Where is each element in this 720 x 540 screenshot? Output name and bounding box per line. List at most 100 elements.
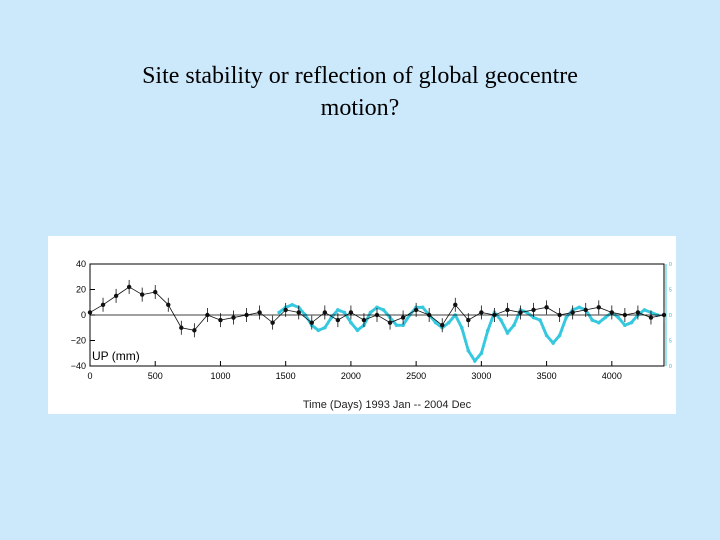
right-axis-tick-label: 0 xyxy=(669,313,672,319)
station-point xyxy=(335,317,341,323)
model-point xyxy=(459,325,464,330)
right-axis-tick-label: 0 xyxy=(669,262,672,268)
model-point xyxy=(603,315,608,320)
model-point xyxy=(505,331,510,335)
station-point xyxy=(596,305,601,310)
x-tick-label: 3000 xyxy=(471,371,491,381)
model-point xyxy=(349,320,353,325)
model-point xyxy=(323,325,327,330)
station-point xyxy=(309,320,314,325)
station-point xyxy=(100,302,106,307)
x-tick-label: 2500 xyxy=(406,371,426,381)
model-point xyxy=(479,351,484,356)
station-point xyxy=(453,302,458,307)
model-point xyxy=(577,305,582,310)
y-tick-label: 0 xyxy=(81,310,86,320)
model-point xyxy=(623,323,627,327)
station-point xyxy=(400,315,406,320)
model-point xyxy=(290,303,295,307)
station-point xyxy=(531,307,536,313)
station-point xyxy=(518,310,523,315)
model-point xyxy=(446,320,451,325)
slide-title-line-2: motion? xyxy=(320,95,400,121)
station-point xyxy=(270,320,275,325)
station-point xyxy=(609,310,615,315)
model-point xyxy=(616,315,621,320)
model-point xyxy=(544,333,549,338)
station-point xyxy=(126,284,132,290)
model-point xyxy=(420,305,425,310)
station-point xyxy=(505,307,510,313)
y-tick-label: −40 xyxy=(71,361,86,371)
station-point xyxy=(348,310,354,315)
slide-title-line-1: Site stability or reflection of global g… xyxy=(142,63,578,89)
right-axis-tick-label: 5 xyxy=(669,339,672,345)
model-point xyxy=(336,308,340,312)
x-tick-label: 3500 xyxy=(537,371,557,381)
station-point xyxy=(583,307,588,313)
geocentre-model-series xyxy=(277,303,660,364)
station-point xyxy=(544,305,549,310)
station-point xyxy=(218,317,223,323)
station-point xyxy=(479,310,484,315)
model-point xyxy=(316,328,321,333)
right-axis-ticks: 0 5 0 5 0 xyxy=(665,262,672,370)
station-point xyxy=(570,310,575,315)
station-point xyxy=(648,315,654,320)
station-point xyxy=(179,325,184,330)
station-point xyxy=(87,310,93,315)
model-point xyxy=(512,323,516,327)
x-tick-label: 1000 xyxy=(210,371,230,381)
station-point xyxy=(361,317,367,323)
x-tick-label: 4000 xyxy=(602,371,622,381)
model-point xyxy=(381,308,386,312)
y-tick-label: −20 xyxy=(71,336,86,346)
station-point xyxy=(139,292,145,297)
model-point xyxy=(355,328,360,333)
station-point xyxy=(166,302,171,307)
x-tick-label: 2000 xyxy=(341,371,361,381)
up-mm-annotation: UP (mm) xyxy=(92,349,140,363)
station-point xyxy=(153,289,158,295)
station-point xyxy=(322,310,328,315)
right-axis-tick-label: 5 xyxy=(669,288,672,294)
model-point xyxy=(342,310,347,315)
model-point xyxy=(368,310,373,315)
x-tick-label: 500 xyxy=(148,371,163,381)
model-point xyxy=(394,323,399,327)
station-point xyxy=(413,307,419,313)
station-point xyxy=(192,328,197,333)
model-point xyxy=(433,320,438,325)
model-point xyxy=(564,315,568,320)
chart-figure: 40 20 0 −20 −40 0 500 1000 1500 2000 2500 3000 3500… xyxy=(48,236,676,414)
y-tick-label: 40 xyxy=(76,259,86,269)
y-tick-label: 20 xyxy=(76,285,86,295)
model-point xyxy=(466,348,471,353)
station-point xyxy=(231,315,236,320)
station-point xyxy=(113,293,119,299)
model-point xyxy=(277,310,281,315)
model-point xyxy=(642,308,647,312)
right-axis-tick-label: 0 xyxy=(669,364,672,370)
station-point xyxy=(257,310,262,315)
model-point xyxy=(473,359,477,363)
model-point xyxy=(551,341,555,345)
station-point xyxy=(466,317,471,323)
model-point xyxy=(538,318,542,322)
x-tick-label: 0 xyxy=(87,371,92,381)
model-point xyxy=(557,333,562,338)
station-point xyxy=(283,307,288,313)
station-point xyxy=(440,323,445,328)
model-point xyxy=(590,318,595,322)
x-tick-label: 1500 xyxy=(276,371,296,381)
model-point xyxy=(629,320,634,325)
model-point xyxy=(486,328,490,333)
model-point xyxy=(499,318,503,322)
model-point xyxy=(531,315,536,320)
x-axis-ticks: 0 500 1000 1500 2000 2500 3000 3500 4000 xyxy=(87,361,622,381)
station-point xyxy=(635,310,641,315)
x-axis-label: Time (Days) 1993 Jan -- 2004 Dec xyxy=(303,399,472,411)
station-point xyxy=(387,320,393,325)
model-point xyxy=(596,320,601,325)
